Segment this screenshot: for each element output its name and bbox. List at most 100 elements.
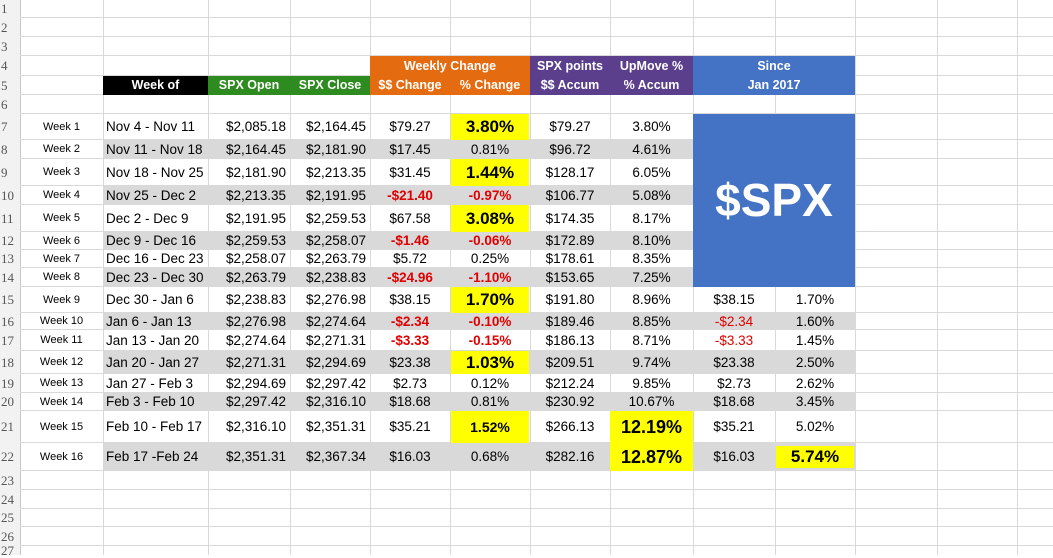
spx-open-cell[interactable]: $2,297.42 — [225, 394, 286, 409]
dollar-change-cell[interactable]: $67.58 — [389, 211, 431, 226]
dollar-accum-cell[interactable]: $266.13 — [545, 419, 595, 434]
upmove-accum-cell[interactable]: 8.35% — [632, 251, 671, 266]
dollar-accum-cell[interactable]: $172.89 — [545, 233, 595, 248]
since-pct-cell[interactable]: 1.60% — [795, 314, 835, 329]
week-range[interactable]: Nov 11 - Nov 18 — [106, 142, 203, 157]
pct-change-cell[interactable]: -0.15% — [468, 333, 512, 348]
spx-close-cell[interactable]: $2,276.98 — [305, 292, 366, 307]
dollar-change-cell[interactable]: $17.45 — [389, 142, 431, 157]
spx-close-cell[interactable]: $2,164.45 — [305, 119, 366, 134]
pct-change-cell[interactable]: 3.08% — [451, 205, 529, 232]
row-number[interactable]: 13 — [1, 251, 14, 266]
spx-close-cell[interactable]: $2,297.42 — [305, 376, 366, 391]
upmove-accum-cell[interactable]: 9.74% — [632, 355, 671, 370]
row-number[interactable]: 5 — [1, 78, 8, 93]
spx-open-cell[interactable]: $2,316.10 — [225, 419, 286, 434]
spx-close-cell[interactable]: $2,238.83 — [305, 270, 366, 285]
upmove-accum-cell[interactable]: 5.08% — [632, 188, 671, 203]
dollar-change-cell[interactable]: -$21.40 — [387, 188, 433, 203]
dollar-change-cell[interactable]: $5.72 — [393, 251, 427, 266]
since-pct-cell[interactable]: 2.62% — [795, 376, 835, 391]
row-number[interactable]: 15 — [1, 292, 14, 307]
spx-close-cell[interactable]: $2,263.79 — [305, 251, 366, 266]
spx-close-cell[interactable]: $2,294.69 — [305, 355, 366, 370]
spx-open-cell[interactable]: $2,085.18 — [225, 119, 286, 134]
row-number[interactable]: 24 — [1, 492, 14, 507]
spx-close-cell[interactable]: $2,316.10 — [305, 394, 366, 409]
since-pct-cell[interactable]: 3.45% — [795, 394, 835, 409]
row-number[interactable]: 22 — [1, 449, 14, 464]
pct-change-cell[interactable]: 0.25% — [470, 251, 510, 266]
week-range[interactable]: Nov 25 - Dec 2 — [106, 188, 197, 203]
spx-close-cell[interactable]: $2,259.53 — [305, 211, 366, 226]
pct-change-cell[interactable]: 1.03% — [451, 351, 529, 374]
dollar-change-cell[interactable]: -$24.96 — [387, 270, 433, 285]
dollar-change-cell[interactable]: -$3.33 — [390, 333, 430, 348]
spx-open-cell[interactable]: $2,213.35 — [225, 188, 286, 203]
dollar-change-cell[interactable]: $16.03 — [389, 449, 431, 464]
since-dollar-cell[interactable]: $35.21 — [713, 419, 755, 434]
row-number[interactable]: 9 — [1, 165, 8, 180]
week-range[interactable]: Nov 4 - Nov 11 — [106, 119, 196, 134]
row-number[interactable]: 23 — [1, 473, 14, 488]
week-range[interactable]: Nov 18 - Nov 25 — [106, 165, 204, 180]
spx-close-cell[interactable]: $2,367.34 — [305, 449, 366, 464]
pct-change-cell[interactable]: 1.52% — [451, 411, 529, 443]
pct-change-cell[interactable]: -0.97% — [468, 188, 512, 203]
dollar-change-cell[interactable]: $23.38 — [389, 355, 431, 370]
upmove-accum-cell[interactable]: 6.05% — [632, 165, 671, 180]
upmove-accum-cell[interactable]: 7.25% — [632, 270, 671, 285]
dollar-accum-cell[interactable]: $96.72 — [549, 142, 591, 157]
week-range[interactable]: Feb 17 -Feb 24 — [106, 449, 199, 464]
spx-open-cell[interactable]: $2,263.79 — [225, 270, 286, 285]
row-number[interactable]: 18 — [1, 355, 14, 370]
dollar-change-cell[interactable]: $18.68 — [389, 394, 431, 409]
row-number[interactable]: 14 — [1, 270, 14, 285]
spx-open-cell[interactable]: $2,276.98 — [225, 314, 286, 329]
row-number[interactable]: 11 — [1, 211, 14, 226]
dollar-accum-cell[interactable]: $282.16 — [545, 449, 595, 464]
row-number[interactable]: 10 — [1, 188, 14, 203]
spx-open-cell[interactable]: $2,164.45 — [225, 142, 286, 157]
dollar-change-cell[interactable]: -$2.34 — [390, 314, 430, 329]
upmove-accum-cell[interactable]: 8.10% — [632, 233, 671, 248]
spx-close-cell[interactable]: $2,181.90 — [305, 142, 366, 157]
week-range[interactable]: Dec 16 - Dec 23 — [106, 251, 204, 266]
dollar-change-cell[interactable]: $38.15 — [389, 292, 431, 307]
spx-open-cell[interactable]: $2,274.64 — [225, 333, 286, 348]
week-range[interactable]: Jan 6 - Jan 13 — [106, 314, 192, 329]
since-pct-cell[interactable]: 1.70% — [795, 292, 835, 307]
upmove-accum-cell[interactable]: 8.85% — [632, 314, 671, 329]
since-dollar-cell[interactable]: $2.73 — [717, 376, 751, 391]
pct-change-cell[interactable]: 0.81% — [470, 394, 510, 409]
row-number[interactable]: 16 — [1, 314, 14, 329]
row-number[interactable]: 1 — [1, 1, 8, 16]
spx-close-cell[interactable]: $2,351.31 — [305, 419, 366, 434]
spx-open-cell[interactable]: $2,294.69 — [225, 376, 286, 391]
spx-close-cell[interactable]: $2,258.07 — [305, 233, 366, 248]
week-range[interactable]: Feb 3 - Feb 10 — [106, 394, 195, 409]
spx-close-cell[interactable]: $2,213.35 — [305, 165, 366, 180]
since-dollar-cell[interactable]: $38.15 — [713, 292, 755, 307]
spx-open-cell[interactable]: $2,181.90 — [225, 165, 286, 180]
dollar-accum-cell[interactable]: $178.61 — [545, 251, 595, 266]
spx-open-cell[interactable]: $2,351.31 — [225, 449, 286, 464]
dollar-change-cell[interactable]: -$1.46 — [390, 233, 430, 248]
spx-close-cell[interactable]: $2,274.64 — [305, 314, 366, 329]
dollar-accum-cell[interactable]: $153.65 — [545, 270, 595, 285]
since-pct-cell[interactable]: 5.74% — [776, 446, 854, 468]
dollar-change-cell[interactable]: $2.73 — [393, 376, 427, 391]
since-dollar-cell[interactable]: -$3.33 — [714, 333, 754, 348]
dollar-accum-cell[interactable]: $186.13 — [545, 333, 595, 348]
week-range[interactable]: Dec 30 - Jan 6 — [106, 292, 194, 307]
dollar-accum-cell[interactable]: $128.17 — [545, 165, 595, 180]
pct-change-cell[interactable]: 0.68% — [470, 449, 510, 464]
row-number[interactable]: 17 — [1, 333, 14, 348]
row-number[interactable]: 25 — [1, 510, 14, 525]
week-range[interactable]: Dec 23 - Dec 30 — [106, 270, 204, 285]
spx-open-cell[interactable]: $2,271.31 — [225, 355, 286, 370]
spx-close-cell[interactable]: $2,191.95 — [305, 188, 366, 203]
since-dollar-cell[interactable]: $18.68 — [713, 394, 755, 409]
dollar-accum-cell[interactable]: $209.51 — [545, 355, 595, 370]
